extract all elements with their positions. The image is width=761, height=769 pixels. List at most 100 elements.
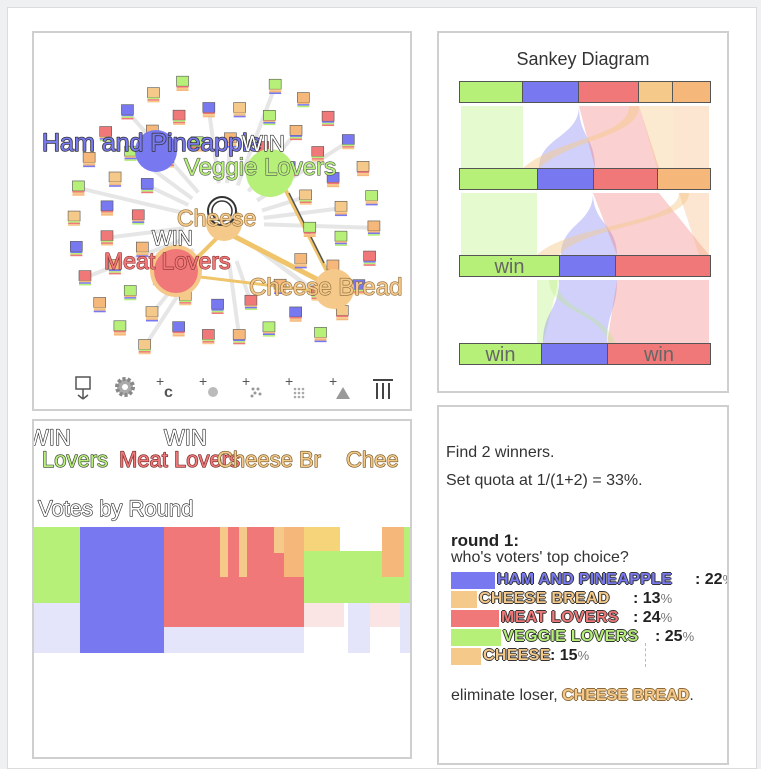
voter-square[interactable] <box>136 241 149 257</box>
svg-text:+: + <box>156 373 164 389</box>
voter-square[interactable] <box>233 102 246 118</box>
sankey-flows <box>461 106 709 343</box>
sankey-panel: Sankey Diagram win w <box>437 31 729 393</box>
label-ham: Ham and Pineapple <box>42 129 262 157</box>
arrow-links <box>182 182 334 295</box>
sankey-win-label-2: win <box>485 344 516 366</box>
voter-square[interactable] <box>70 241 83 257</box>
link-cheese-cheesebread <box>222 228 334 290</box>
eliminated-candidate: CHEESE BREAD <box>562 687 690 704</box>
voter-square[interactable] <box>99 126 113 142</box>
candidate-ham[interactable] <box>135 130 177 172</box>
selected-marker-inner <box>211 200 233 222</box>
voter-square[interactable] <box>147 87 160 103</box>
voter-square[interactable] <box>172 109 186 125</box>
voter-square[interactable] <box>365 190 378 206</box>
sankey-round-2 <box>459 168 711 190</box>
voter-square[interactable] <box>294 253 308 269</box>
svg-text:+: + <box>285 373 293 389</box>
bars-win-1: WIN <box>34 425 71 450</box>
candidate-meat[interactable] <box>154 249 198 293</box>
bars-label-cheese: Chee <box>346 447 399 472</box>
voter-square[interactable] <box>273 278 287 295</box>
voter-square[interactable] <box>232 329 246 345</box>
add-voter-distribution-icon[interactable]: + <box>328 373 354 401</box>
voter-square[interactable] <box>131 209 145 225</box>
voter-square[interactable] <box>262 321 276 337</box>
voter-square[interactable] <box>121 104 134 120</box>
voter-map-panel[interactable]: Ham and Pineapple WIN Veggie Lovers Chee… <box>32 31 412 411</box>
votes-by-round-panel: WIN WIN Ha Lovers Meat Lovers Cheese Br … <box>32 419 412 759</box>
voter-square[interactable] <box>289 306 302 322</box>
round-heading: round 1: <box>451 531 519 550</box>
voter-square[interactable] <box>263 110 276 126</box>
voter-square[interactable] <box>334 200 348 217</box>
bars-win-2: WIN <box>164 425 207 450</box>
voter-square[interactable] <box>326 172 340 188</box>
voter-square[interactable] <box>314 327 327 343</box>
voter-square[interactable] <box>202 102 216 118</box>
voter-map[interactable]: Ham and Pineapple WIN Veggie Lovers Chee… <box>34 33 410 409</box>
bars-label-cheesebread: Cheese Br <box>217 447 321 472</box>
voter-square[interactable] <box>172 321 185 337</box>
voter-square[interactable] <box>82 152 96 168</box>
svg-text:+: + <box>199 373 207 389</box>
voter-square[interactable] <box>93 297 107 313</box>
bars-label-meat: Meat Lovers <box>119 447 240 472</box>
voter-square[interactable] <box>311 146 325 162</box>
link-meat-cheesebread <box>183 273 333 295</box>
voter-square[interactable] <box>289 125 303 141</box>
voter-square[interactable] <box>244 294 258 311</box>
voter-square[interactable] <box>224 132 237 148</box>
voter-square[interactable] <box>297 92 310 108</box>
voter-square[interactable] <box>123 285 137 301</box>
voter-square[interactable] <box>303 221 317 238</box>
voter-square[interactable] <box>299 189 312 205</box>
sankey-win-label-3: win <box>643 344 674 366</box>
columns-icon[interactable] <box>370 373 396 401</box>
sankey-round-4: win win <box>459 343 711 366</box>
voter-square[interactable] <box>100 230 114 246</box>
quota-text: Set quota at 1/(1+2) = 33%. <box>446 472 643 489</box>
add-voter-icon[interactable]: + <box>197 373 223 401</box>
voter-square[interactable] <box>334 230 348 246</box>
voter-square[interactable] <box>113 320 127 336</box>
votes-by-round-chart: WIN WIN Ha Lovers Meat Lovers Cheese Br … <box>34 424 410 653</box>
svg-text:+: + <box>242 373 250 389</box>
voter-square[interactable] <box>145 306 159 322</box>
voter-square[interactable] <box>341 134 355 150</box>
bars-title: Votes by Round <box>38 496 193 521</box>
candidate-cheesebread[interactable] <box>314 269 354 309</box>
voter-square[interactable] <box>108 171 122 187</box>
voter-square[interactable] <box>190 136 204 152</box>
voter-square[interactable] <box>108 259 122 275</box>
gear-icon[interactable] <box>112 373 138 401</box>
svg-text:+: + <box>329 373 337 389</box>
voter-square[interactable] <box>138 339 151 355</box>
label-veggie: Veggie Lovers <box>184 154 336 181</box>
add-voter-grid-icon[interactable]: + <box>284 373 310 401</box>
voter-square[interactable] <box>268 78 282 95</box>
voter-square[interactable] <box>140 178 154 194</box>
candidate-veggie[interactable] <box>246 149 294 197</box>
voter-square[interactable] <box>67 210 81 226</box>
voter-square[interactable] <box>363 250 376 266</box>
voter-square[interactable] <box>211 298 224 314</box>
voter-square[interactable] <box>367 220 381 236</box>
voter-square[interactable] <box>78 270 92 286</box>
voter-square[interactable] <box>321 110 335 127</box>
stamp-icon[interactable] <box>70 373 96 401</box>
voter-square[interactable] <box>202 329 215 345</box>
label-meat: Meat Lovers <box>104 248 231 274</box>
bars-label-veggie: Lovers <box>42 447 108 472</box>
add-voter-group-icon[interactable]: + <box>240 373 266 401</box>
sankey-win-label-1: win <box>494 256 525 278</box>
voter-square[interactable] <box>72 180 85 196</box>
voter-square[interactable] <box>356 161 370 177</box>
label-win-2: WIN <box>152 227 193 250</box>
voter-square[interactable] <box>176 75 189 91</box>
sankey-round-3: win <box>459 255 711 278</box>
svg-text:c: c <box>164 384 173 401</box>
voter-square[interactable] <box>100 200 114 216</box>
add-candidate-icon[interactable]: + c <box>154 373 180 401</box>
